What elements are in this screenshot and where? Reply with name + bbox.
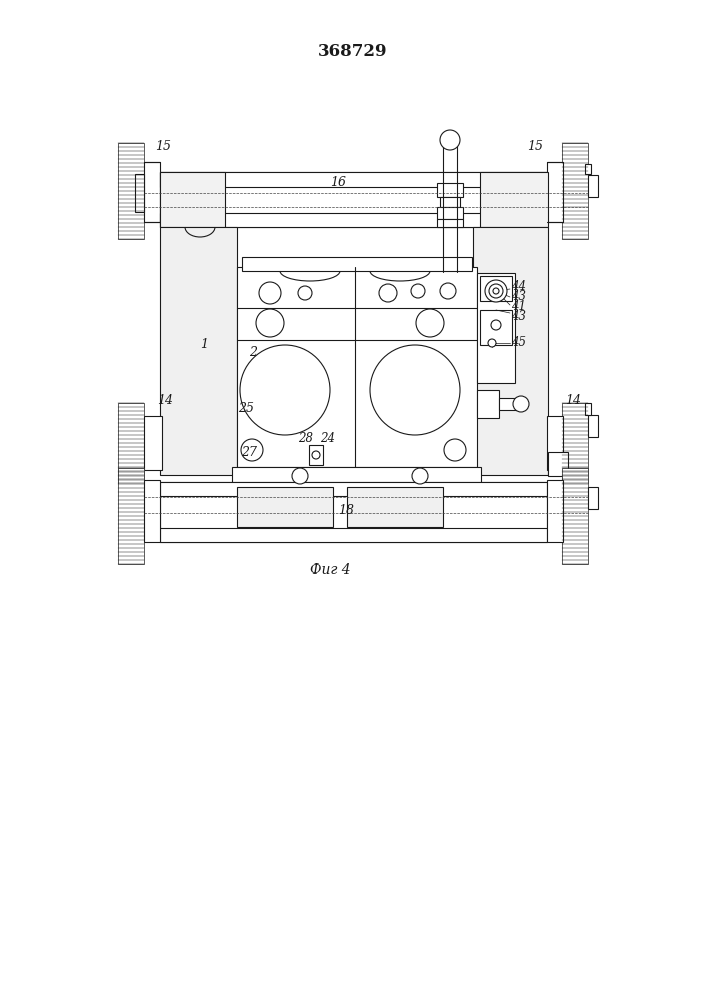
Circle shape [491,320,501,330]
Text: 2: 2 [249,346,257,359]
Circle shape [488,339,496,347]
Bar [562,468,588,564]
Circle shape [416,309,444,337]
Bar [585,403,591,415]
Circle shape [444,439,466,461]
Bar [144,480,160,542]
Bar [480,172,548,227]
Text: 44: 44 [511,280,526,294]
Bar [548,452,568,476]
Circle shape [240,345,330,435]
Text: 28: 28 [298,432,313,444]
Bar [135,174,144,212]
Bar [477,273,515,383]
Bar [144,162,160,222]
Bar [160,213,547,227]
Bar [437,219,463,227]
Circle shape [493,288,499,294]
Text: 27: 27 [241,446,257,458]
Bar [588,175,598,197]
Bar [547,416,563,470]
Bar [562,143,588,239]
Circle shape [440,130,460,150]
Bar [562,403,588,483]
Bar [588,415,598,437]
Bar [242,257,472,271]
Bar [347,487,443,527]
Circle shape [485,280,507,302]
Bar [144,416,162,470]
Bar [160,227,237,475]
Text: 368729: 368729 [318,43,387,60]
Bar [118,143,144,239]
Bar [437,183,463,197]
Circle shape [312,451,320,459]
Bar [440,197,460,207]
Bar [160,528,547,542]
Bar [160,172,547,187]
Bar [160,172,547,227]
Text: 14: 14 [157,393,173,406]
Bar [309,445,323,465]
Bar [237,487,333,527]
Text: Фиг 4: Фиг 4 [310,563,351,577]
Bar [118,468,144,564]
Bar [477,390,499,418]
Bar [160,482,547,542]
Bar [160,172,225,227]
Text: 45: 45 [511,336,526,350]
Bar [437,207,463,219]
Circle shape [241,439,263,461]
Text: 41: 41 [511,300,526,314]
Text: 43: 43 [511,290,526,304]
Bar [480,276,512,301]
Bar [585,164,591,174]
Text: 18: 18 [338,504,354,516]
Text: 15: 15 [527,140,543,153]
Bar [547,480,563,542]
Bar [118,403,144,483]
Circle shape [411,284,425,298]
Circle shape [489,284,503,298]
Bar [547,162,563,222]
Text: 15: 15 [155,140,171,153]
Circle shape [259,282,281,304]
Circle shape [440,283,456,299]
Bar [588,487,598,509]
Bar [160,482,547,496]
Text: 43: 43 [511,310,526,324]
Circle shape [370,345,460,435]
Bar [480,310,512,345]
Circle shape [513,396,529,412]
Circle shape [256,309,284,337]
Bar [237,267,477,467]
Text: 25: 25 [238,401,254,414]
Circle shape [379,284,397,302]
Text: 1: 1 [200,338,208,352]
Text: 24: 24 [320,432,335,444]
Bar [232,467,481,485]
Text: 14: 14 [565,393,581,406]
Circle shape [292,468,308,484]
Circle shape [412,468,428,484]
Circle shape [298,286,312,300]
Text: 16: 16 [330,176,346,190]
Bar [473,227,548,475]
Bar [499,398,521,410]
